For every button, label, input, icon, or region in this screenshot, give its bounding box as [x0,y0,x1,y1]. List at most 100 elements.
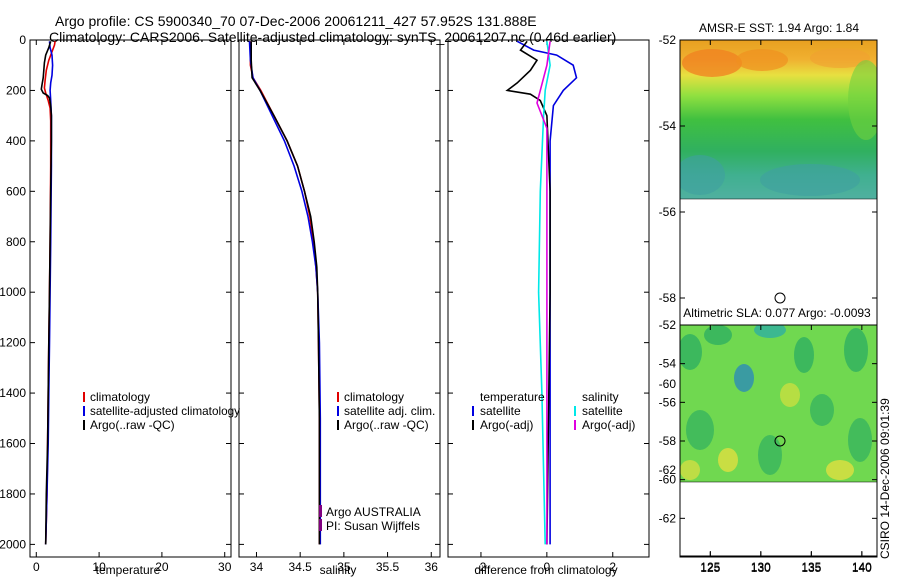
depth-tick-label: 1800 [0,487,26,501]
depth-tick-label: 1000 [0,285,26,299]
difference-xlabel: difference from climatology [474,563,617,577]
sla-map-title: Altimetric SLA: 0.077 Argo: -0.0093 [683,306,871,320]
legend-swatch-sal-satellite [574,406,576,416]
series-line-satellite [537,41,551,545]
x-tick-label: -2 [476,560,487,574]
salinity-legend: climatology satellite adj. clim. Argo(..… [337,390,435,432]
legend-swatch-sal-argo [574,420,576,430]
annotation-line-1: Argo AUSTRALIA [326,505,421,519]
legend-swatch-argo [83,420,85,430]
legend-label-sal-satellite: satellite [582,404,623,418]
depth-axis: 0 200 400 600 800 1000 1200 1400 1600 1800 2000 [0,33,231,551]
x-tick-label: 35 [337,560,351,574]
temperature-xlabel: temperature [96,563,161,577]
sst-warm-patch [736,49,788,71]
legend-label-climatology: climatology [344,390,404,404]
lat-tick-label: -56 [659,205,677,219]
lat-tick-label: -52 [659,33,677,47]
sla-high-patch [826,460,854,480]
salinity-panel: 34 34.5 35 35.5 36 salinity climatology sate… [238,39,441,577]
legend-label-sal-argo: Argo(-adj) [582,418,635,432]
depth-tick-label: 1200 [0,336,26,350]
lon-tick-label: 140 [852,561,872,575]
sla-low-patch [844,328,868,372]
lat-tick-label: -58 [659,291,677,305]
sst-warm-patch [682,49,742,77]
legend-label-temp-argo: Argo(-adj) [480,418,533,432]
float-annotation: Argo AUSTRALIA PI: Susan Wijffels [319,505,421,533]
depth-tick-label: 600 [6,184,26,198]
depth-tick-label: 400 [6,134,26,148]
difference-depth-ticks [448,39,649,545]
float-position-marker [774,435,786,447]
sla-low-patch [734,364,754,392]
legend-title-salinity: salinity [582,390,619,404]
temperature-panel: 0 200 400 600 800 1000 1200 1400 1600 1800 2000 0 1… [0,33,240,577]
legend-swatch-temp-argo [472,420,474,430]
legend-swatch-climatology [83,392,85,402]
x-tick-label: 35.5 [376,560,400,574]
legend-label-satellite: satellite adj. clim. [344,404,435,418]
sla-high-patch [680,460,700,480]
lat-tick-label: -56 [659,395,677,409]
lon-tick-label: 135 [801,560,821,574]
temperature-axis: 0 10 20 30 [33,40,232,574]
lat-tick-label: -58 [659,434,677,448]
x-tick-label: 0 [33,560,40,574]
salinity-axis: 34 34.5 35 35.5 36 [250,40,438,574]
annotation-marker-2 [319,519,322,531]
depth-tick-label: 200 [6,83,26,97]
sla-lon-axis: 125 130 135 140 [700,325,872,575]
temperature-axes-frame [29,39,232,558]
lat-tick-label: -54 [659,119,677,133]
lat-tick-label: -62 [659,511,677,525]
float-position-marker [774,292,786,304]
series-line-satellite-adj-clim [248,41,322,545]
x-tick-label: 36 [425,560,439,574]
series-line-climatology [249,41,321,545]
csiro-timestamp: CSIRO 14-Dec-2006 09:01:39 [878,398,892,559]
difference-axes-frame [447,39,650,558]
lon-tick-label: 130 [751,560,771,574]
salinity-xlabel: salinity [320,563,357,577]
legend-swatch-argo [337,420,339,430]
legend-label-climatology: climatology [90,390,150,404]
legend-swatch-satellite [83,406,85,416]
lon-tick-label: 135 [801,561,821,575]
legend-label-satellite: satellite-adjusted climatology [90,404,240,418]
sla-low-patch [758,435,782,475]
legend-title-temperature: temperature [480,390,545,404]
lon-tick-label: 125 [700,561,720,575]
salinity-depth-ticks [239,39,440,545]
lat-tick-label: -52 [659,318,677,332]
x-tick-label: 2 [609,560,616,574]
series-line-argo-adj [505,40,551,545]
depth-tick-label: 1600 [0,437,26,451]
legend-label-temp-satellite: satellite [480,404,521,418]
depth-tick-label: 1400 [0,386,26,400]
legend-swatch-satellite [337,406,339,416]
lon-tick-label: 125 [700,560,720,574]
legend-swatch-temp-satellite [472,406,474,416]
sla-high-patch [780,383,800,407]
sla-low-patch [754,325,786,338]
legend-swatch-climatology [337,392,339,402]
sla-low-patch [794,337,814,373]
x-tick-label: 34.5 [288,560,312,574]
lat-tick-label: -54 [659,357,677,371]
legend-label-argo: Argo(..raw -QC) [344,418,429,432]
difference-panel: -2 0 2 difference from climatology tempera… [447,39,650,577]
sla-field [680,325,877,482]
x-tick-label: 34 [250,560,264,574]
temperature-legend: climatology satellite-adjusted climatolo… [83,390,240,432]
sst-warm-patch [810,48,870,68]
header-line-1: Argo profile: CS 5900340_70 07-Dec-2006 … [55,13,537,29]
series-line-argo-adj [536,41,551,545]
sst-map-title: AMSR-E SST: 1.94 Argo: 1.84 [699,21,859,35]
temperature-series [40,41,56,545]
sst-cold-patch [760,164,860,196]
salinity-axes-frame [238,39,441,558]
difference-series [505,40,578,545]
lat-tick-label: -60 [659,473,677,487]
